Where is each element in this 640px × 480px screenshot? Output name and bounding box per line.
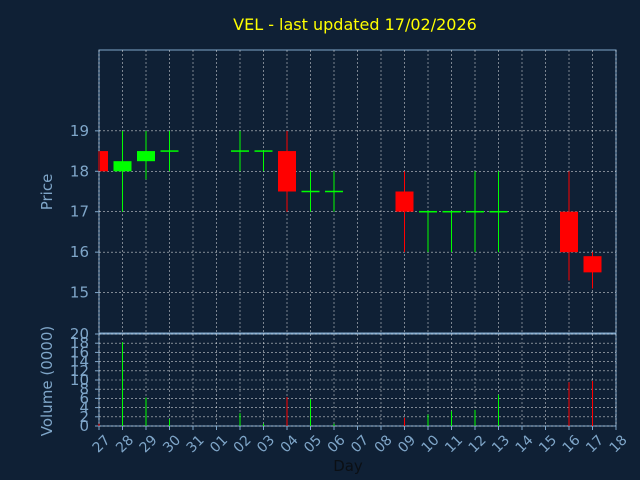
candle-body [100, 151, 108, 172]
candle-body [325, 190, 343, 193]
price-tick-label: 18 [70, 162, 89, 180]
volume-tick-label: 4 [79, 399, 89, 417]
price-panel: 15 16 17 18 19 Price [38, 49, 617, 334]
price-tick-label: 15 [70, 284, 89, 302]
volume-tick-label: 12 [70, 362, 89, 380]
candle-body [560, 211, 578, 253]
volume-tick-label: 16 [70, 343, 89, 361]
volume-tick-label: 14 [70, 353, 89, 371]
price-tick-label: 17 [70, 203, 89, 221]
candle-body [278, 151, 296, 192]
volume-tick-label: 8 [79, 380, 89, 398]
chart-title: VEL - last updated 17/02/2026 [233, 15, 477, 34]
price-tick-label: 16 [70, 243, 89, 261]
x-axis-label: Day [333, 457, 363, 475]
candle-body [442, 210, 461, 213]
candle-body [583, 256, 602, 273]
candle-body [395, 191, 414, 212]
candle-body [160, 150, 179, 152]
price-tick-label: 19 [70, 122, 89, 140]
price-axis-label: Price [38, 174, 56, 211]
volume-tick-label: 6 [79, 389, 89, 407]
candle-body [137, 151, 155, 162]
candle-body [231, 150, 249, 152]
candle-body [489, 210, 508, 213]
volume-bars [98, 342, 593, 426]
price-ticks: 15 16 17 18 19 [70, 122, 99, 302]
candle-body [466, 210, 484, 213]
candle-body [301, 190, 320, 193]
candle-body [254, 150, 273, 152]
candles [98, 130, 602, 289]
volume-tick-label: 18 [70, 334, 89, 352]
volume-tick-label: 20 [70, 325, 89, 343]
volume-tick-label: 10 [70, 371, 89, 389]
volume-axis-label: Volume (0000) [38, 326, 56, 436]
candle-body [113, 161, 132, 172]
volume-tick-label: 2 [79, 408, 89, 426]
candle-body [419, 210, 437, 213]
volume-tick-label: 0 [79, 417, 89, 435]
